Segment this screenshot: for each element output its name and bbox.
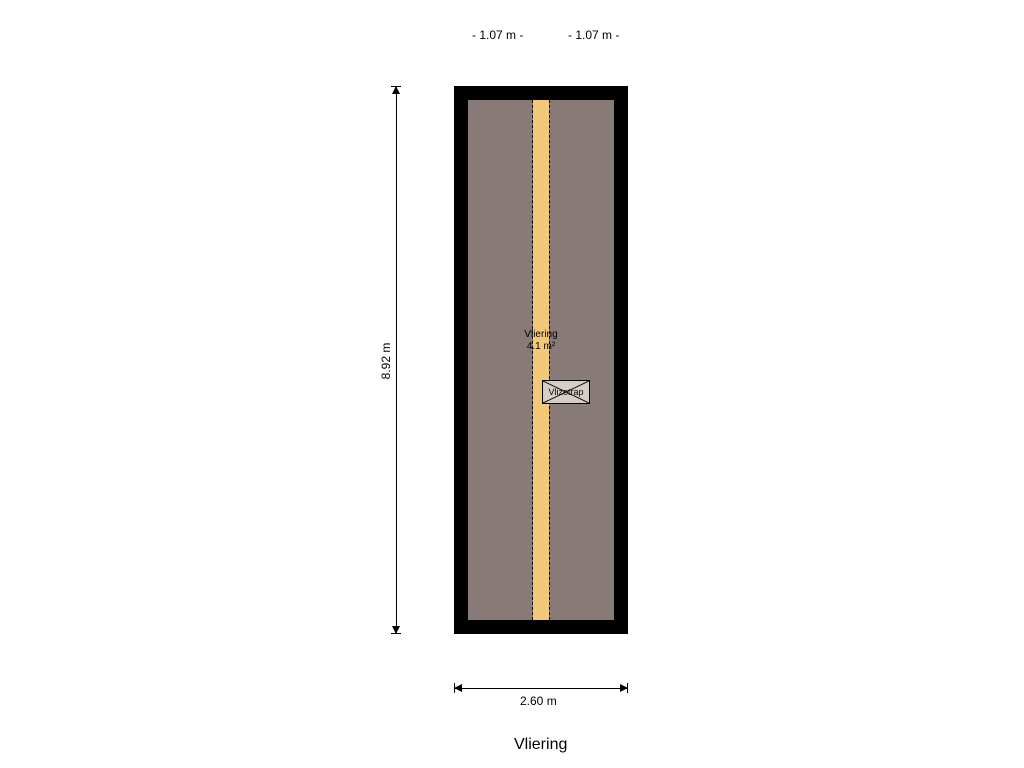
dim-bottom-line: [454, 688, 628, 689]
dim-bottom-label: 2.60 m: [520, 694, 557, 708]
plan-title: Vliering: [514, 736, 567, 754]
plan-wall: Vliering 4.1 m² Vlizotrap: [454, 86, 628, 634]
stair-label: Vlizotrap: [543, 381, 589, 397]
dim-top-left: - 1.07 m -: [472, 28, 523, 42]
room-area: 4.1 m²: [468, 341, 614, 353]
room-name: Vliering: [468, 329, 614, 341]
stair-hatch: Vlizotrap: [542, 380, 590, 404]
dim-top-right: - 1.07 m -: [568, 28, 619, 42]
dim-left-line: [396, 86, 397, 634]
dim-left-tick-bottom: [391, 633, 401, 634]
dim-bottom-arrow-left: [454, 684, 462, 692]
floor-zone-right: [549, 100, 614, 620]
plan-floor: Vliering 4.1 m² Vlizotrap: [468, 100, 614, 620]
floor-zone-left: [468, 100, 533, 620]
dim-left-tick-top: [391, 86, 401, 87]
dim-top-left-value: 1.07 m: [479, 28, 516, 42]
dim-left-arrow-top: [392, 86, 400, 94]
floorplan-canvas: - 1.07 m - - 1.07 m - 8.92 m 2.60 m Vlie…: [0, 0, 1024, 768]
dim-left-label: 8.92 m: [379, 331, 393, 391]
dim-bottom-tick-left: [454, 683, 455, 693]
dim-top-right-value: 1.07 m: [575, 28, 612, 42]
room-label: Vliering 4.1 m²: [468, 329, 614, 353]
dim-bottom-tick-right: [627, 683, 628, 693]
